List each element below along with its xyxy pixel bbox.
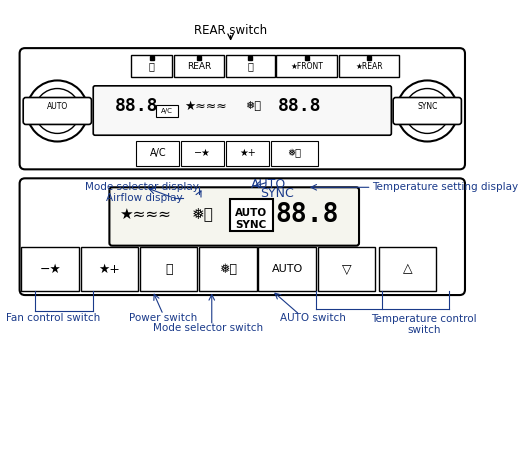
FancyBboxPatch shape bbox=[20, 48, 465, 170]
Text: SYNC: SYNC bbox=[417, 102, 437, 111]
Text: △: △ bbox=[403, 262, 412, 276]
Text: 88.8: 88.8 bbox=[114, 97, 158, 116]
Text: A/C: A/C bbox=[149, 148, 166, 158]
Text: Airflow display: Airflow display bbox=[106, 193, 183, 203]
FancyBboxPatch shape bbox=[20, 178, 465, 295]
Circle shape bbox=[405, 89, 450, 133]
Bar bbox=[131, 55, 172, 77]
Text: 88.8: 88.8 bbox=[278, 97, 321, 116]
Text: Temperature control
switch: Temperature control switch bbox=[371, 314, 477, 335]
Text: Power switch: Power switch bbox=[129, 313, 197, 323]
Bar bbox=[271, 141, 318, 166]
Text: Temperature setting display: Temperature setting display bbox=[371, 182, 518, 192]
Text: AUTO switch: AUTO switch bbox=[280, 313, 346, 323]
Bar bbox=[226, 141, 269, 166]
Text: Mode selector display: Mode selector display bbox=[85, 182, 199, 192]
Bar bbox=[81, 247, 138, 291]
Bar bbox=[174, 55, 225, 77]
Circle shape bbox=[35, 89, 80, 133]
Text: ▽: ▽ bbox=[342, 262, 351, 276]
Text: REAR switch: REAR switch bbox=[194, 24, 267, 37]
Text: ❅⛊: ❅⛊ bbox=[192, 207, 214, 222]
Text: AUTO: AUTO bbox=[251, 178, 286, 191]
Bar bbox=[21, 247, 79, 291]
Text: ★≈≈≈: ★≈≈≈ bbox=[119, 207, 171, 222]
Circle shape bbox=[27, 80, 88, 142]
Bar bbox=[259, 247, 316, 291]
Bar bbox=[156, 105, 178, 117]
Bar bbox=[181, 141, 225, 166]
FancyBboxPatch shape bbox=[23, 97, 92, 124]
Bar bbox=[49, 114, 65, 120]
Text: ⏻: ⏻ bbox=[148, 61, 154, 71]
Text: ❅⛊: ❅⛊ bbox=[287, 148, 301, 158]
Text: 🚗: 🚗 bbox=[247, 61, 253, 71]
Bar bbox=[379, 247, 436, 291]
Text: ❅⛊: ❅⛊ bbox=[245, 101, 261, 112]
Bar bbox=[277, 55, 337, 77]
Text: −★: −★ bbox=[39, 262, 61, 276]
Text: Mode selector switch: Mode selector switch bbox=[153, 323, 263, 333]
Text: 88.8: 88.8 bbox=[275, 202, 339, 228]
Text: −★: −★ bbox=[194, 148, 211, 158]
Circle shape bbox=[415, 98, 440, 123]
FancyBboxPatch shape bbox=[393, 97, 461, 124]
Text: Fan control switch: Fan control switch bbox=[6, 313, 100, 323]
Text: ★FRONT: ★FRONT bbox=[290, 62, 323, 70]
Bar bbox=[318, 247, 375, 291]
Text: REAR: REAR bbox=[187, 62, 211, 70]
FancyBboxPatch shape bbox=[110, 187, 359, 246]
Text: AUTO: AUTO bbox=[271, 264, 303, 274]
Bar bbox=[339, 55, 398, 77]
Bar bbox=[419, 114, 435, 120]
Text: AUTO: AUTO bbox=[235, 208, 268, 218]
Text: ★+: ★+ bbox=[98, 262, 120, 276]
Circle shape bbox=[45, 98, 70, 123]
Bar bbox=[226, 55, 275, 77]
Text: ❅⛊: ❅⛊ bbox=[219, 262, 237, 276]
Text: ★REAR: ★REAR bbox=[355, 62, 383, 70]
Text: AUTO: AUTO bbox=[47, 102, 68, 111]
Text: ⏻: ⏻ bbox=[165, 262, 172, 276]
Bar bbox=[199, 247, 256, 291]
Bar bbox=[140, 247, 197, 291]
Bar bbox=[136, 141, 179, 166]
Bar bbox=[230, 199, 273, 231]
Text: A/C: A/C bbox=[161, 108, 173, 114]
FancyBboxPatch shape bbox=[93, 86, 392, 135]
Text: SYNC: SYNC bbox=[236, 220, 267, 230]
Text: ★+: ★+ bbox=[239, 148, 256, 158]
Text: ★≈≈≈: ★≈≈≈ bbox=[184, 100, 227, 113]
Text: SYNC: SYNC bbox=[261, 187, 294, 200]
Circle shape bbox=[397, 80, 458, 142]
